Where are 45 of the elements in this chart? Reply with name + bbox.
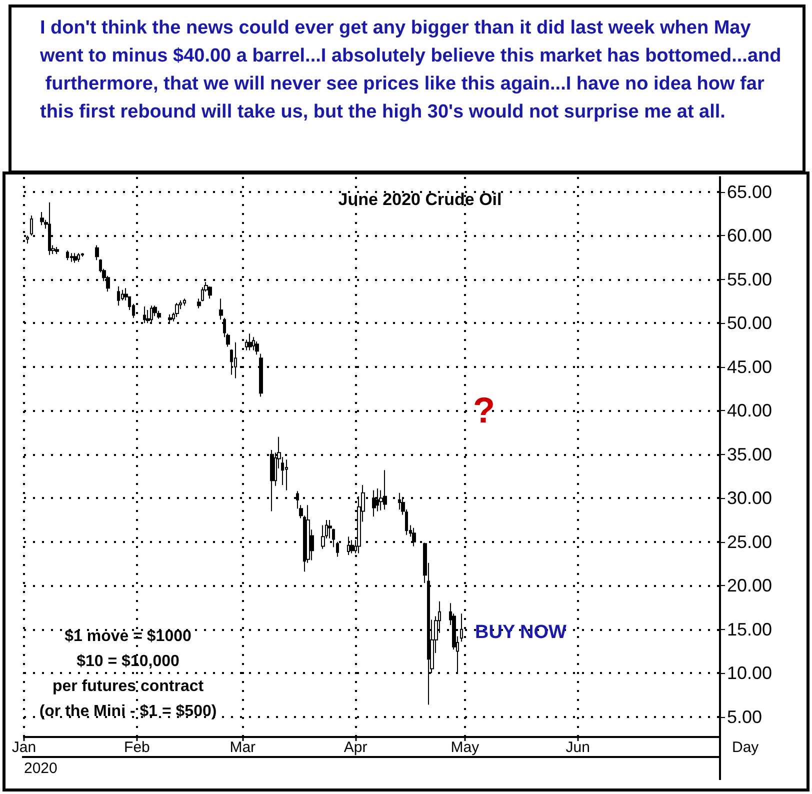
text: Day [732,739,760,756]
candlestick [197,298,201,309]
y-tick-label: 45.00 [727,356,772,377]
x-tick-label: Jun [566,739,590,756]
y-tick-label: 10.00 [727,663,772,684]
candlestick [175,302,179,318]
y-tick-label: 5.00 [727,706,762,727]
y-tick-label: 65.00 [727,182,772,202]
y-tick-label: 35.00 [727,444,772,464]
candlestick [255,341,259,356]
x-tick-label: Jan [12,739,36,756]
text: I don't think the news could ever get any bigger than it did last week when May went to minus $40.00 a barrel...I absolutely believe this market has bottomed...and furthermore, that we will never see prices like this again...I have no idea how far this first rebound will take us, but the high 30's would not surprise me at all. [39,18,782,122]
candlestick [40,212,44,226]
candlestick [208,286,212,300]
candlestick [383,470,387,510]
candlestick [55,246,59,254]
y-tick-label: 40.00 [727,400,772,421]
candlestick [252,336,255,351]
y-tick-label: 20.00 [727,576,772,596]
x-tick-label: Apr [344,739,368,756]
text: 2020 [24,760,58,777]
y-tick-label: 25.00 [727,532,772,552]
x-tick-label: Feb [124,739,150,756]
candlestick [77,252,80,262]
y-tick-label: 60.00 [727,226,772,246]
y-tick-label: 15.00 [727,619,772,640]
candlestick [70,252,73,262]
candlestick [73,252,77,264]
annotation: BUY NOW [475,622,567,643]
candlestick [219,298,223,320]
candlestick [66,250,69,261]
candlestick [248,333,252,351]
candlestick [117,286,120,306]
candlestick [183,298,186,306]
candlestick [95,244,99,261]
y-tick-label: 30.00 [727,488,772,508]
x-tick-label: May [450,739,480,756]
text: June 2020 Crude Oil [338,190,502,209]
candlestick [328,520,332,539]
x-tick-label: Mar [230,739,256,756]
y-tick-label: 55.00 [727,269,772,290]
annotation: ? [473,390,495,430]
candlestick [146,310,150,324]
y-tick-label: 50.00 [727,313,772,334]
candlestick [285,459,288,491]
